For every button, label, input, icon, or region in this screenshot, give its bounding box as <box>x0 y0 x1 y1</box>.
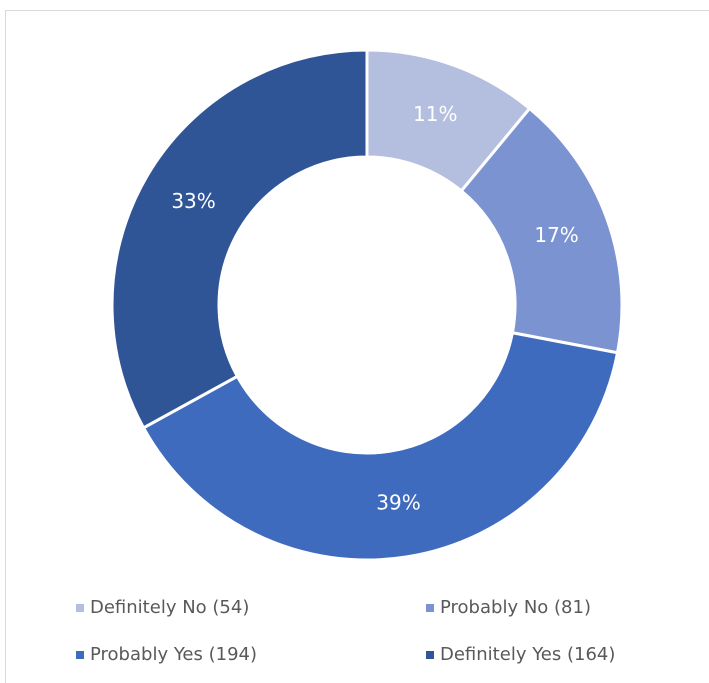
legend-label: Probably Yes (194) <box>90 644 257 665</box>
legend-marker <box>426 604 434 612</box>
legend-label: Definitely No (54) <box>90 597 249 618</box>
donut-slice <box>459 106 624 355</box>
legend-marker <box>426 651 434 659</box>
legend-marker <box>76 651 84 659</box>
data-label: 33% <box>171 189 215 213</box>
data-label: 11% <box>413 102 457 126</box>
data-label: 39% <box>376 491 420 515</box>
donut-slice <box>110 48 369 430</box>
legend-marker <box>76 604 84 612</box>
donut-slice <box>141 330 620 562</box>
legend-label: Probably No (81) <box>440 597 591 618</box>
data-label: 17% <box>534 223 578 247</box>
legend-label: Definitely Yes (164) <box>440 644 615 665</box>
